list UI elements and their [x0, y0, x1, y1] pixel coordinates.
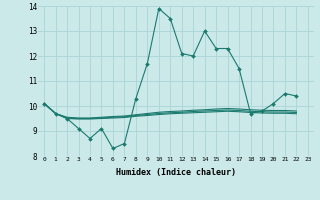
- X-axis label: Humidex (Indice chaleur): Humidex (Indice chaleur): [116, 168, 236, 177]
